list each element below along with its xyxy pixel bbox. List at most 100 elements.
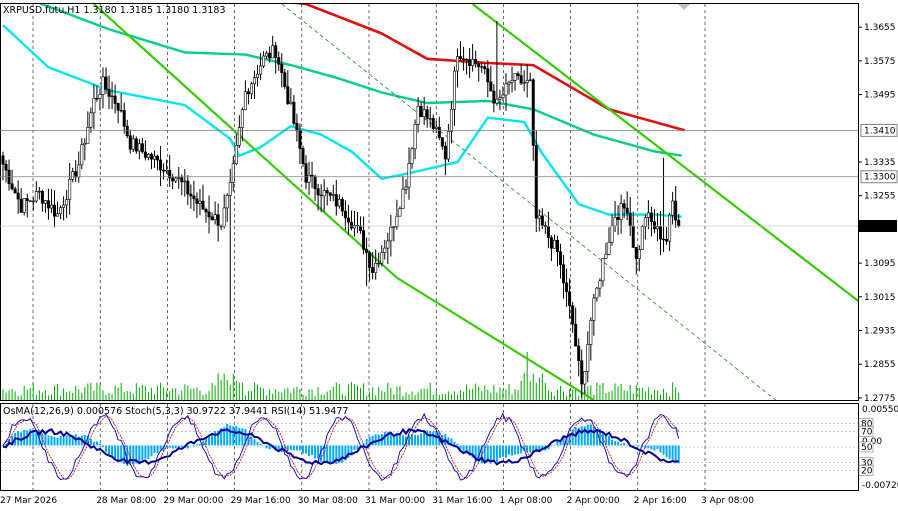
candle-down	[186, 180, 190, 195]
main-plot-frame	[0, 3, 859, 401]
candle-down	[486, 68, 490, 83]
candle-down	[549, 237, 553, 249]
candle-up	[525, 80, 529, 83]
candle-up	[22, 198, 26, 213]
candle-up	[174, 177, 178, 182]
candle-down	[189, 193, 193, 197]
candle-up	[37, 190, 41, 193]
candle-down	[343, 210, 347, 219]
candle-down	[149, 153, 153, 160]
price-tick-label: 1.2775	[864, 394, 896, 404]
candle-down	[468, 59, 472, 67]
candle-up	[374, 262, 378, 273]
candle-up	[80, 144, 84, 166]
candle-up	[583, 371, 587, 385]
time-tick-label: 29 Mar 16:00	[231, 496, 291, 506]
candle-down	[577, 345, 581, 361]
candle-down	[492, 90, 496, 104]
candle-down	[298, 130, 302, 149]
candle-up	[289, 101, 293, 104]
candle-down	[210, 216, 214, 221]
candle-down	[519, 75, 523, 84]
candle-up	[449, 108, 453, 132]
candle-up	[446, 131, 450, 160]
candle-down	[477, 63, 481, 68]
candle-down	[634, 247, 638, 259]
level-label-box	[858, 426, 874, 437]
candle-down	[662, 238, 666, 241]
candle-down	[125, 125, 129, 137]
candle-up	[165, 169, 169, 172]
candle-up	[668, 214, 672, 242]
candle-up	[522, 82, 526, 84]
candle-up	[655, 226, 659, 230]
candle-up	[528, 79, 532, 81]
candle-down	[677, 219, 681, 227]
candle-up	[598, 280, 602, 289]
candle-down	[274, 45, 278, 58]
price-tick-label: 1.2855	[864, 360, 896, 370]
candle-down	[304, 163, 308, 183]
price-level-label: 1.3300	[864, 173, 896, 183]
candle-down	[431, 118, 435, 129]
indicator-header: OsMA(12,26,9) 0.000576 Stoch(5,3,3) 30.9…	[3, 406, 348, 417]
candle-up	[307, 174, 311, 183]
scroll-marker-icon[interactable]	[678, 4, 690, 10]
candle-down	[95, 98, 99, 100]
candle-up	[386, 240, 390, 249]
candle-up	[240, 109, 244, 128]
price-tick-label: 1.3655	[864, 23, 896, 33]
candle-up	[604, 253, 608, 259]
candle-up	[407, 163, 411, 188]
candle-down	[534, 145, 538, 219]
candle-up	[65, 199, 69, 206]
time-tick-label: 31 Mar 00:00	[365, 496, 425, 506]
price-level-label-box	[860, 170, 898, 184]
candle-down	[1, 155, 5, 165]
candle-up	[252, 77, 256, 85]
candle-down	[246, 91, 250, 95]
candle-down	[28, 200, 32, 202]
candle-up	[237, 127, 241, 146]
candle-up	[552, 240, 556, 249]
level-label: 50	[861, 443, 873, 453]
candle-down	[568, 291, 572, 306]
candle-down	[628, 212, 632, 227]
candle-up	[89, 112, 93, 128]
candle-down	[283, 72, 287, 87]
candle-down	[116, 103, 120, 111]
candle-down	[204, 209, 208, 213]
candle-up	[610, 225, 614, 243]
candle-up	[495, 98, 499, 104]
candle-down	[159, 159, 163, 171]
candle-up	[183, 180, 187, 183]
candle-down	[425, 109, 429, 119]
candle-down	[13, 188, 17, 194]
candle-down	[171, 177, 175, 182]
candle-up	[146, 153, 150, 158]
candle-down	[649, 212, 653, 222]
candle-up	[234, 144, 238, 164]
candle-down	[53, 204, 57, 217]
candle-down	[559, 251, 563, 265]
candle-up	[592, 297, 596, 321]
candle-down	[334, 194, 338, 207]
candle-up	[243, 91, 247, 111]
candle-up	[68, 178, 72, 200]
candle-up	[49, 204, 53, 209]
candle-up	[59, 207, 63, 215]
candle-up	[383, 247, 387, 253]
candle-down	[16, 192, 20, 200]
candle-up	[101, 76, 105, 95]
candle-up	[395, 215, 399, 228]
candle-down	[310, 174, 314, 177]
candle-down	[128, 135, 132, 150]
price-tick-label: 1.3335	[864, 158, 896, 168]
line-channel_line	[93, 4, 595, 400]
candle-down	[74, 171, 78, 178]
candle-up	[131, 138, 135, 150]
candle-up	[56, 213, 60, 217]
candle-up	[213, 214, 217, 221]
time-tick-label: 27 Mar 2026	[0, 496, 57, 506]
